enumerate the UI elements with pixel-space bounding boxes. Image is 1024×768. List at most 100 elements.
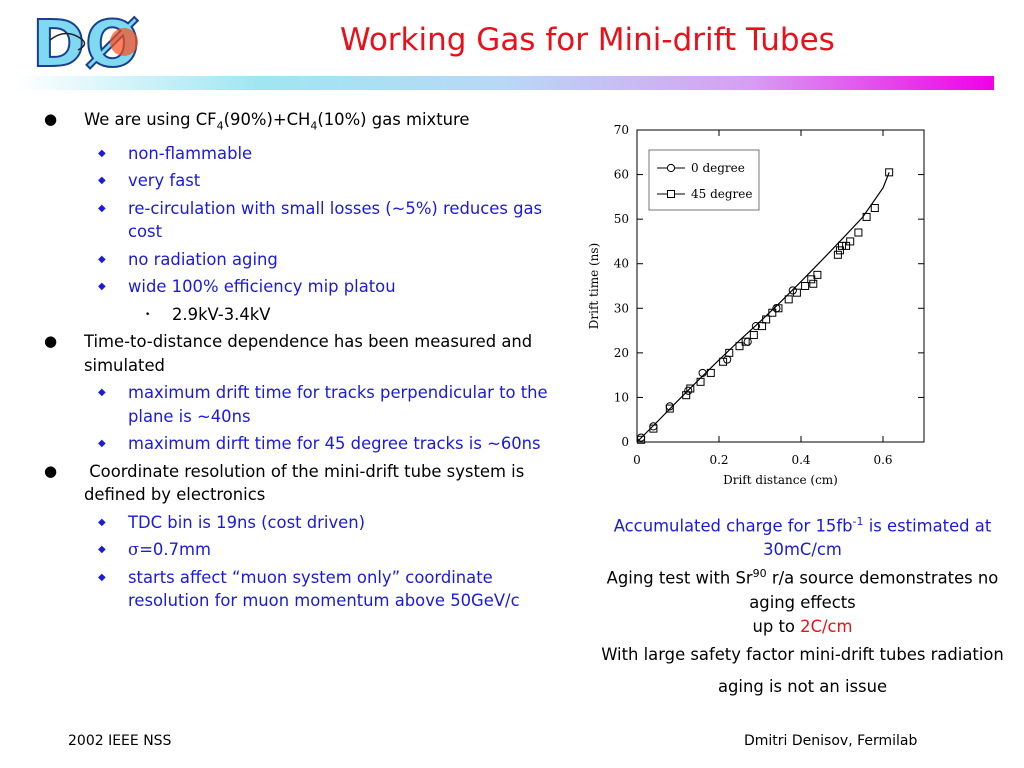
diamond-icon: ◆ bbox=[98, 387, 106, 399]
legend-box bbox=[648, 149, 760, 211]
plot-area: 0 0.2 0.4 0.6 0 10 20 30 40 50 60 70 Drift distance … bbox=[587, 123, 925, 487]
caption-text: up to bbox=[752, 616, 801, 636]
gas-sub-1: 4 bbox=[216, 119, 224, 133]
item-text: maximum dirft time for 45 degree tracks … bbox=[128, 434, 541, 454]
point-0-degree bbox=[788, 286, 797, 295]
point-45-degree bbox=[686, 384, 695, 393]
point-45-degree bbox=[649, 424, 658, 433]
legend-label: 45 degree bbox=[691, 187, 753, 201]
y-tick-label: 60 bbox=[614, 168, 629, 182]
item-text: re-circulation with small losses (~5%) r… bbox=[128, 198, 543, 242]
y-tick-label: 30 bbox=[614, 301, 629, 315]
point-45-degree bbox=[735, 342, 744, 351]
point-45-degree bbox=[846, 237, 855, 246]
point-45-degree bbox=[682, 391, 691, 400]
caption-red-value: 2C/cm bbox=[800, 616, 853, 636]
item-text: no radiation aging bbox=[128, 249, 278, 269]
y-tick-label: 20 bbox=[614, 346, 629, 360]
list-item: ◆ non-flammable bbox=[40, 142, 560, 166]
point-0-degree bbox=[723, 355, 732, 364]
item-text: =0.7mm bbox=[139, 540, 211, 560]
gas-sub-2: 4 bbox=[310, 119, 318, 133]
list-item: ◆ re-circulation with small losses (~5%) … bbox=[40, 197, 560, 244]
item-text: starts affect “muon system only” coordin… bbox=[128, 567, 520, 611]
sigma-symbol: σ bbox=[128, 540, 140, 560]
point-45-degree bbox=[835, 246, 844, 255]
bullet-gas-mixture: ● We are using CF4(90%)+CH4(10%) gas mix… bbox=[40, 108, 560, 138]
point-45-degree bbox=[706, 368, 715, 377]
point-45-degree bbox=[801, 282, 810, 290]
item-text: very fast bbox=[128, 171, 201, 191]
logo-burst-icon bbox=[110, 28, 138, 56]
point-45-degree bbox=[813, 270, 822, 279]
item-text: Coordinate resolution of the mini-drift … bbox=[84, 461, 530, 505]
item-text: 2.9kV-3.4kV bbox=[172, 304, 271, 324]
point-45-degree bbox=[696, 377, 705, 386]
bullet-dot-icon: ● bbox=[44, 332, 58, 351]
caption-text: is estimated at 30mC/cm bbox=[763, 516, 992, 560]
point-45-degree bbox=[838, 241, 846, 250]
x-tick-label: 0 bbox=[633, 453, 641, 467]
diamond-icon: ◆ bbox=[98, 202, 106, 214]
gas-text-3: (10%) gas mixture bbox=[317, 110, 470, 129]
diamond-icon: ◆ bbox=[98, 516, 106, 528]
diamond-icon: ◆ bbox=[98, 253, 106, 265]
caption-sup: -1 bbox=[852, 515, 864, 528]
list-item: ◆ σ=0.7mm bbox=[40, 538, 560, 562]
diamond-icon: ◆ bbox=[98, 147, 106, 159]
point-45-degree bbox=[758, 322, 767, 331]
item-text: maximum drift time for tracks perpendicu… bbox=[128, 383, 548, 426]
caption-line-aging: Aging test with Sr90 r/a source demonstr… bbox=[600, 562, 1005, 614]
point-45-degree bbox=[862, 212, 871, 221]
list-item: ◆ TDC bin is 19ns (cost driven) bbox=[40, 511, 560, 535]
gas-text-2: (90%)+CH bbox=[223, 110, 311, 129]
fit-line bbox=[636, 172, 890, 443]
point-45-degree bbox=[807, 275, 816, 284]
point-45-degree bbox=[870, 204, 879, 212]
x-tick-label: 0.2 bbox=[709, 453, 728, 467]
point-45-degree bbox=[833, 250, 842, 259]
legend-marker-circle bbox=[666, 163, 676, 173]
gas-text-1: We are using CF bbox=[84, 110, 217, 129]
point-45-degree bbox=[885, 168, 894, 177]
point-45-degree bbox=[774, 304, 783, 313]
point-0-degree bbox=[698, 368, 707, 378]
chart-caption: Accumulated charge for 15fb-1 is estimat… bbox=[600, 510, 1005, 703]
x-tick-label: 0.4 bbox=[791, 453, 810, 467]
list-item: • 2.9kV-3.4kV bbox=[40, 303, 560, 327]
point-45-degree bbox=[768, 308, 777, 317]
item-text: non-flammable bbox=[128, 143, 253, 163]
item-text: wide 100% efficiency mip platou bbox=[128, 277, 396, 297]
x-tick-label: 0.6 bbox=[873, 453, 892, 467]
item-text: TDC bin is 19ns (cost driven) bbox=[128, 512, 366, 532]
title-gradient-bar bbox=[14, 76, 994, 90]
point-45-degree bbox=[854, 228, 863, 237]
caption-line-upto: up to 2C/cm bbox=[600, 615, 1005, 639]
caption-text: r/a source demonstrates no aging effects bbox=[749, 568, 999, 612]
point-45-degree bbox=[784, 295, 793, 304]
point-45-degree bbox=[749, 331, 758, 340]
diamond-icon: ◆ bbox=[98, 438, 106, 450]
y-tick-label: 50 bbox=[614, 212, 629, 226]
bullet-list: ● We are using CF4(90%)+CH4(10%) gas mix… bbox=[40, 108, 560, 617]
list-item: ◆ starts affect “muon system only” coordi… bbox=[40, 566, 560, 613]
diamond-icon: ◆ bbox=[98, 175, 106, 187]
point-45-degree bbox=[762, 315, 771, 324]
bullet-coordinate-resolution: ● Coordinate resolution of the mini-drif… bbox=[40, 460, 560, 507]
list-item: ◆ maximum dirft time for 45 degree tracks… bbox=[40, 432, 560, 456]
bullet-dot-icon: ● bbox=[44, 110, 58, 128]
x-axis-label: Drift distance (cm) bbox=[723, 473, 838, 487]
point-45-degree bbox=[842, 241, 851, 250]
caption-line-charge: Accumulated charge for 15fb-1 is estimat… bbox=[600, 510, 1005, 562]
footer-conference: 2002 IEEE NSS bbox=[68, 733, 172, 749]
legend-marker-square bbox=[667, 190, 675, 198]
point-0-degree bbox=[684, 386, 693, 395]
bullet-time-distance: ● Time-to-distance dependence has been m… bbox=[40, 330, 560, 377]
point-45-degree bbox=[719, 357, 728, 366]
point-0-degree bbox=[743, 337, 752, 346]
diamond-icon: ◆ bbox=[98, 544, 106, 556]
y-tick-label: 40 bbox=[614, 257, 629, 271]
caption-sup: 90 bbox=[752, 567, 767, 581]
y-tick-label: 10 bbox=[614, 390, 629, 404]
legend-label: 0 degree bbox=[691, 161, 745, 175]
